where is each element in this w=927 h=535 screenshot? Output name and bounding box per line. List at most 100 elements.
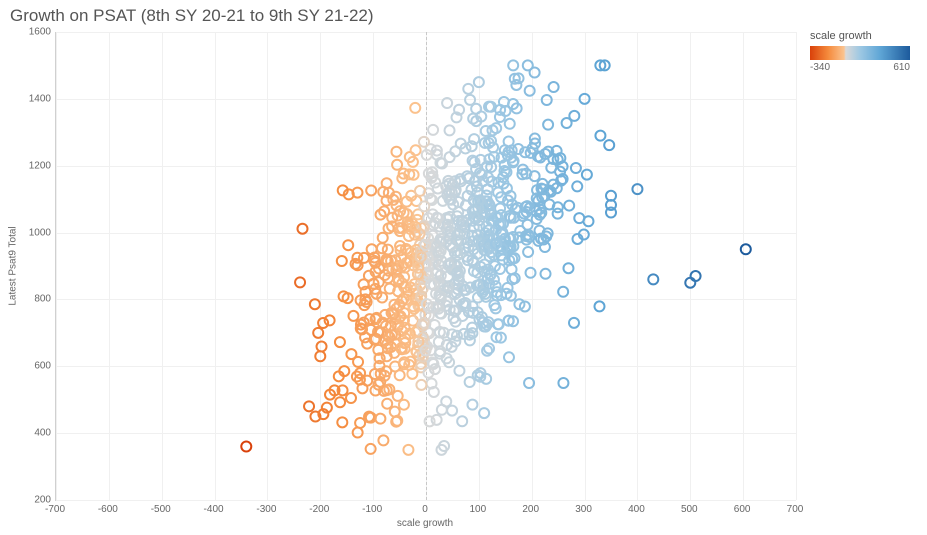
data-point [447, 406, 457, 416]
data-point [558, 378, 568, 388]
data-point [465, 377, 475, 387]
x-tick: 0 [422, 504, 428, 515]
data-point [395, 370, 405, 380]
data-point [325, 315, 335, 325]
data-point [569, 318, 579, 328]
data-point [541, 269, 551, 279]
color-legend: scale growth -340 610 [810, 30, 910, 73]
gridline-h [56, 500, 796, 501]
legend-title: scale growth [810, 30, 910, 42]
chart-container: { "title": "Growth on PSAT (8th SY 20-21… [0, 0, 927, 535]
data-point [348, 311, 358, 321]
data-point [337, 417, 347, 427]
data-point [524, 378, 534, 388]
data-point [504, 352, 514, 362]
data-point [481, 126, 491, 136]
data-point [377, 243, 387, 253]
data-point [382, 399, 392, 409]
data-point [353, 428, 363, 438]
data-point [411, 145, 421, 155]
data-point [549, 82, 559, 92]
data-point [465, 95, 475, 105]
data-point [399, 400, 409, 410]
x-axis-label: scale growth [397, 518, 453, 529]
y-axis-label: Latest Psat9 Total [8, 226, 19, 305]
legend-labels: -340 610 [810, 62, 910, 73]
data-point [366, 444, 376, 454]
data-point [580, 94, 590, 104]
x-tick: 500 [681, 504, 698, 515]
data-point [505, 119, 515, 129]
data-point [504, 136, 514, 146]
x-tick: -500 [151, 504, 171, 515]
data-point [343, 240, 353, 250]
data-point [392, 160, 402, 170]
data-point [317, 342, 327, 352]
data-point [437, 405, 447, 415]
data-point [481, 374, 491, 384]
data-point [337, 256, 347, 266]
data-point [685, 278, 695, 288]
data-point [375, 414, 385, 424]
data-point [525, 86, 535, 96]
data-point [241, 442, 251, 452]
data-point [304, 401, 314, 411]
data-point [445, 125, 455, 135]
x-tick: 700 [787, 504, 804, 515]
data-point [378, 435, 388, 445]
data-point [425, 416, 435, 426]
y-tick: 1000 [21, 227, 51, 238]
data-point [454, 366, 464, 376]
data-point [474, 77, 484, 87]
data-point [558, 287, 568, 297]
data-point [346, 393, 356, 403]
data-point [632, 184, 642, 194]
data-point [467, 400, 477, 410]
data-point [378, 233, 388, 243]
data-point [403, 445, 413, 455]
data-point [523, 247, 533, 257]
data-point [335, 397, 345, 407]
y-tick: 600 [21, 361, 51, 372]
data-point [571, 163, 581, 173]
data-point [295, 277, 305, 287]
gridline-v [796, 32, 797, 500]
data-point [428, 125, 438, 135]
data-point [604, 140, 614, 150]
plot-area [55, 32, 796, 501]
data-point [563, 263, 573, 273]
scatter-layer [56, 32, 796, 500]
x-tick: -600 [98, 504, 118, 515]
y-tick: 400 [21, 428, 51, 439]
data-point [569, 111, 579, 121]
data-point [479, 408, 489, 418]
x-tick: -700 [45, 504, 65, 515]
data-point [404, 231, 414, 241]
y-tick: 800 [21, 294, 51, 305]
data-point [564, 201, 574, 211]
data-point [648, 274, 658, 284]
data-point [313, 328, 323, 338]
data-point [335, 337, 345, 347]
data-point [463, 84, 473, 94]
data-point [572, 181, 582, 191]
x-tick: -200 [309, 504, 329, 515]
data-point [523, 220, 533, 230]
data-point [741, 244, 751, 254]
data-point [355, 418, 365, 428]
data-point [543, 120, 553, 130]
x-tick: 600 [734, 504, 751, 515]
legend-gradient [810, 46, 910, 60]
x-tick: -400 [204, 504, 224, 515]
data-point [366, 185, 376, 195]
legend-min: -340 [810, 62, 830, 73]
x-tick: 400 [628, 504, 645, 515]
data-point [542, 95, 552, 105]
data-point [582, 170, 592, 180]
data-point [526, 268, 536, 278]
y-tick: 1200 [21, 160, 51, 171]
data-point [530, 67, 540, 77]
x-tick: -300 [256, 504, 276, 515]
data-point [553, 209, 563, 219]
data-point [595, 131, 605, 141]
